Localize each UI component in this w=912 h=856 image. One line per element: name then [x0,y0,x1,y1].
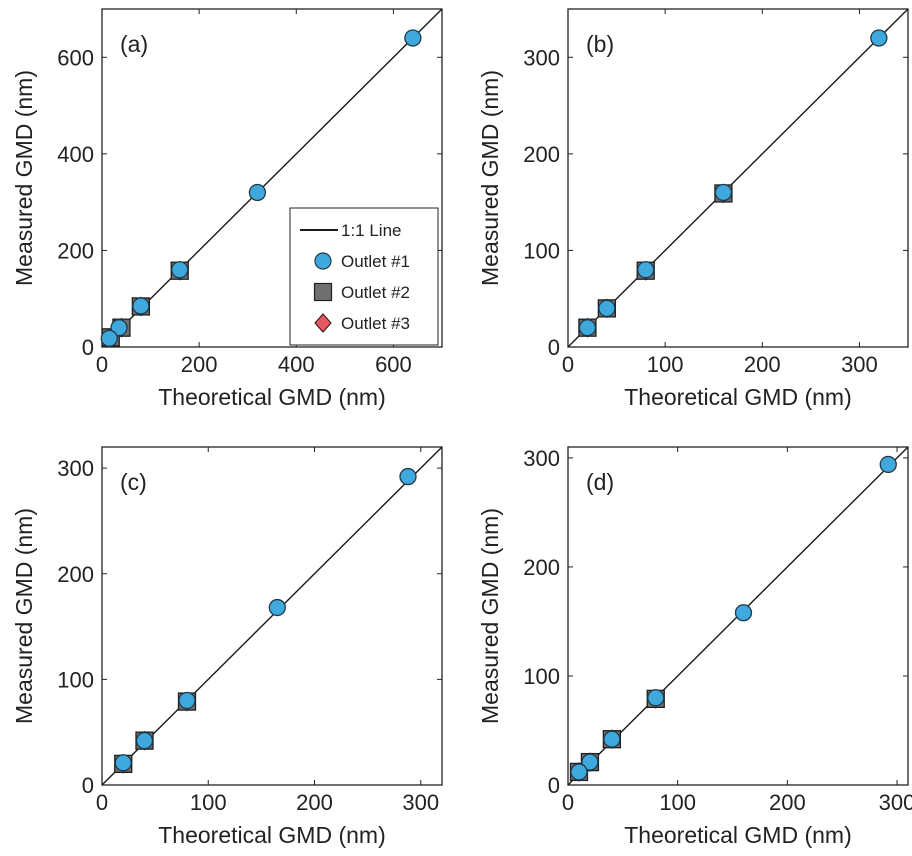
data-point-outlet1 [714,183,733,202]
data-point-outlet1 [870,29,888,47]
data-point-outlet1 [603,730,621,748]
x-tick-label: 300 [879,790,912,815]
y-tick-label: 200 [57,238,94,263]
panel-label: (b) [586,31,614,57]
data-point-outlet1 [570,763,588,781]
plot-frame [101,8,443,348]
x-tick-label: 100 [659,790,696,815]
chart-panel-4: 0 100 200 300 0 100 200 300 Theoretical GMD (nm)… [477,446,912,848]
chart-panel-3: 0 100 200 300 0 100 200 300 Theoretical GMD (nm)… [11,446,443,848]
y-tick-label: 0 [548,773,560,798]
y-tick-label: 100 [523,664,560,689]
legend-label: Outlet #1 [341,252,410,271]
x-axis-title: Theoretical GMD (nm) [624,384,851,410]
data-point-outlet1 [114,754,132,772]
data-point-outlet1 [879,455,897,474]
y-tick-label: 200 [57,562,94,587]
one-to-one-line [568,9,908,347]
y-tick-label: 300 [523,446,560,471]
data-point-outlet1 [598,299,616,318]
chart-panel-1: 0 200 400 600 0 200 400 600 Theoretical GMD (nm)… [11,8,443,410]
y-tick-label: 300 [523,45,560,70]
x-tick-label: 300 [402,790,439,815]
data-point-outlet1 [100,329,118,347]
plot-frame [567,8,909,348]
y-tick-label: 400 [57,142,94,167]
data-point-outlet1 [734,604,753,622]
legend-square-icon [313,282,333,302]
data-point-outlet1 [578,319,597,337]
legend-circle-icon [314,252,332,270]
x-tick-label: 200 [181,352,218,377]
x-tick-label: 0 [562,790,574,815]
x-tick-label: 100 [647,352,684,377]
legend-diamond-icon [314,313,332,333]
chart-panel-2: 0 100 200 300 0 100 200 300 Theoretical GMD (nm)… [477,8,909,410]
y-tick-label: 600 [57,45,94,70]
y-tick-label: 0 [82,335,94,360]
one-to-one-line [102,9,442,347]
legend-label: Outlet #2 [341,283,410,302]
data-point-outlet1 [110,319,128,337]
x-tick-label: 0 [562,352,574,377]
data-point-outlet1 [268,598,286,617]
x-tick-label: 200 [769,790,806,815]
data-point-outlet1 [637,261,655,279]
plot-frame [101,446,443,786]
panel-label: (c) [120,469,147,495]
y-tick-label: 0 [82,773,94,798]
plot-frame [567,446,909,786]
x-tick-label: 600 [375,352,412,377]
one-to-one-line [102,447,442,785]
y-tick-label: 100 [523,238,560,263]
x-axis-title: Theoretical GMD (nm) [158,384,385,410]
x-tick-label: 200 [744,352,781,377]
x-tick-label: 300 [841,352,878,377]
data-point-outlet1 [171,261,189,279]
y-axis-title: Measured GMD (nm) [11,508,37,724]
x-tick-label: 0 [96,352,108,377]
x-tick-label: 100 [190,790,227,815]
data-point-outlet1 [581,753,599,771]
x-axis-title: Theoretical GMD (nm) [624,822,851,848]
y-tick-label: 300 [57,456,94,481]
x-tick-label: 200 [296,790,333,815]
data-point-outlet1 [178,691,196,710]
panel-label: (d) [586,469,614,495]
legend-label: 1:1 Line [341,221,402,240]
legend-label: Outlet #3 [341,314,410,333]
data-point-outlet1 [399,467,417,486]
data-point-outlet1 [647,689,665,707]
legend: 1:1 Line Outlet #1 Outlet #2 Outlet #3 [289,207,439,346]
y-axis-title: Measured GMD (nm) [477,70,503,286]
data-point-outlet1 [132,297,150,315]
data-point-outlet1 [404,29,422,47]
y-tick-label: 200 [523,142,560,167]
panel-label: (a) [120,31,148,57]
y-tick-label: 100 [57,667,94,692]
y-axis-title: Measured GMD (nm) [11,70,37,286]
x-axis-title: Theoretical GMD (nm) [158,822,385,848]
x-tick-label: 0 [96,790,108,815]
x-tick-label: 400 [278,352,315,377]
y-tick-label: 0 [548,335,560,360]
data-point-outlet1 [248,183,267,202]
data-point-outlet1 [135,731,154,750]
y-tick-label: 200 [523,555,560,580]
y-axis-title: Measured GMD (nm) [477,508,503,724]
